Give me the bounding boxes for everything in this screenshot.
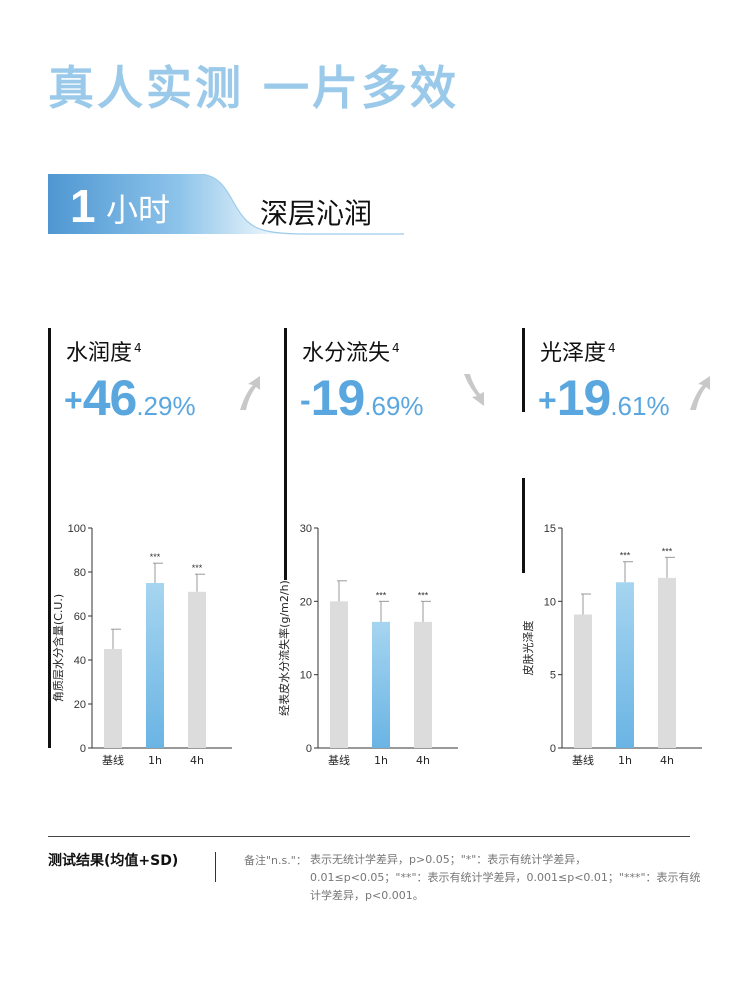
footer-vertical-divider bbox=[215, 852, 216, 882]
metric-value: +46.29% bbox=[64, 370, 196, 426]
metric-value: -19.69% bbox=[300, 370, 424, 426]
y-tick-label: 0 bbox=[550, 743, 556, 755]
x-tick-label: 基线 bbox=[102, 753, 124, 767]
metric-panel-hydration: 0 20 40 60 80 100 角质层水分含量(C.U.) 基线 *** 1h *** 4h 水润… bbox=[48, 328, 288, 788]
x-tick-label: 基线 bbox=[328, 753, 350, 767]
y-axis-label: 经表皮水分流失率(g/m2/h) bbox=[277, 580, 291, 716]
bar bbox=[372, 621, 390, 748]
bar bbox=[574, 614, 592, 748]
bar bbox=[616, 582, 634, 748]
y-tick-label: 0 bbox=[80, 743, 86, 755]
metric-panel-gloss: 0 5 10 15 皮肤光泽度基线 *** 1h *** 4h 光泽度 4 +19.61% bbox=[521, 328, 750, 788]
x-tick-label: 基线 bbox=[572, 753, 594, 767]
y-axis-label: 皮肤光泽度 bbox=[521, 621, 535, 676]
x-tick-label: 1h bbox=[374, 754, 388, 767]
badge-background bbox=[48, 174, 404, 235]
footer-divider bbox=[48, 836, 690, 837]
footer-note: 表示无统计学差异，p>0.05；"*"：表示有统计学差异，0.01≤p<0.05… bbox=[310, 853, 701, 902]
y-tick-label: 60 bbox=[74, 611, 86, 623]
metric-label: 水润度 4 bbox=[66, 341, 142, 366]
significance-label: *** bbox=[620, 551, 631, 561]
bar bbox=[658, 577, 676, 748]
down-arrow-icon bbox=[464, 374, 484, 406]
footer-title: 测试结果(均值+SD) bbox=[48, 853, 179, 869]
metric-label: 水分流失 4 bbox=[302, 341, 400, 366]
y-tick-label: 20 bbox=[300, 596, 312, 608]
water-loss-chart: 0 10 20 30 经表皮水分流失率(g/m2/h) 基线 *** 1h *** 4h bbox=[277, 328, 458, 767]
bar bbox=[188, 591, 206, 748]
x-tick-label: 1h bbox=[618, 754, 632, 767]
x-tick-label: 4h bbox=[660, 754, 674, 767]
y-tick-label: 20 bbox=[74, 699, 86, 711]
y-tick-label: 30 bbox=[300, 523, 312, 535]
y-tick-label: 15 bbox=[544, 523, 556, 535]
significance-label: *** bbox=[376, 590, 387, 600]
significance-label: *** bbox=[150, 552, 161, 562]
y-tick-label: 100 bbox=[68, 523, 86, 535]
metric-value: +19.61% bbox=[538, 370, 670, 426]
bar bbox=[104, 649, 122, 748]
badge-subtitle: 深层沁润 bbox=[260, 197, 373, 230]
badge-unit: 小时 bbox=[106, 191, 171, 229]
up-arrow-icon bbox=[690, 376, 710, 410]
significance-label: *** bbox=[192, 563, 203, 573]
y-tick-label: 40 bbox=[74, 655, 86, 667]
up-arrow-icon bbox=[240, 376, 260, 410]
bar bbox=[414, 621, 432, 748]
metric-panel-water-loss: 0 10 20 30 经表皮水分流失率(g/m2/h) 基线 *** 1h *** 4h 水分流失… bbox=[277, 328, 524, 788]
duration-badge: 1 小时 深层沁润 bbox=[48, 174, 408, 238]
footer-note-label: 备注"n.s."： bbox=[244, 854, 307, 867]
significance-label: *** bbox=[418, 590, 429, 600]
bar bbox=[330, 601, 348, 748]
y-tick-label: 80 bbox=[74, 567, 86, 579]
significance-label: *** bbox=[662, 546, 673, 556]
metric-label: 光泽度 4 bbox=[540, 341, 616, 366]
y-tick-label: 10 bbox=[300, 670, 312, 682]
x-tick-label: 1h bbox=[148, 754, 162, 767]
y-axis-label: 角质层水分含量(C.U.) bbox=[51, 594, 65, 702]
hydration-chart: 0 20 40 60 80 100 角质层水分含量(C.U.) 基线 *** 1h *** 4h bbox=[48, 328, 232, 767]
y-tick-label: 10 bbox=[544, 596, 556, 608]
badge-number: 1 bbox=[70, 180, 96, 232]
y-tick-label: 0 bbox=[306, 743, 312, 755]
bar bbox=[146, 583, 164, 748]
page-title: 真人实测 一片多效 bbox=[48, 61, 460, 115]
x-tick-label: 4h bbox=[190, 754, 204, 767]
x-tick-label: 4h bbox=[416, 754, 430, 767]
y-tick-label: 5 bbox=[550, 670, 556, 682]
